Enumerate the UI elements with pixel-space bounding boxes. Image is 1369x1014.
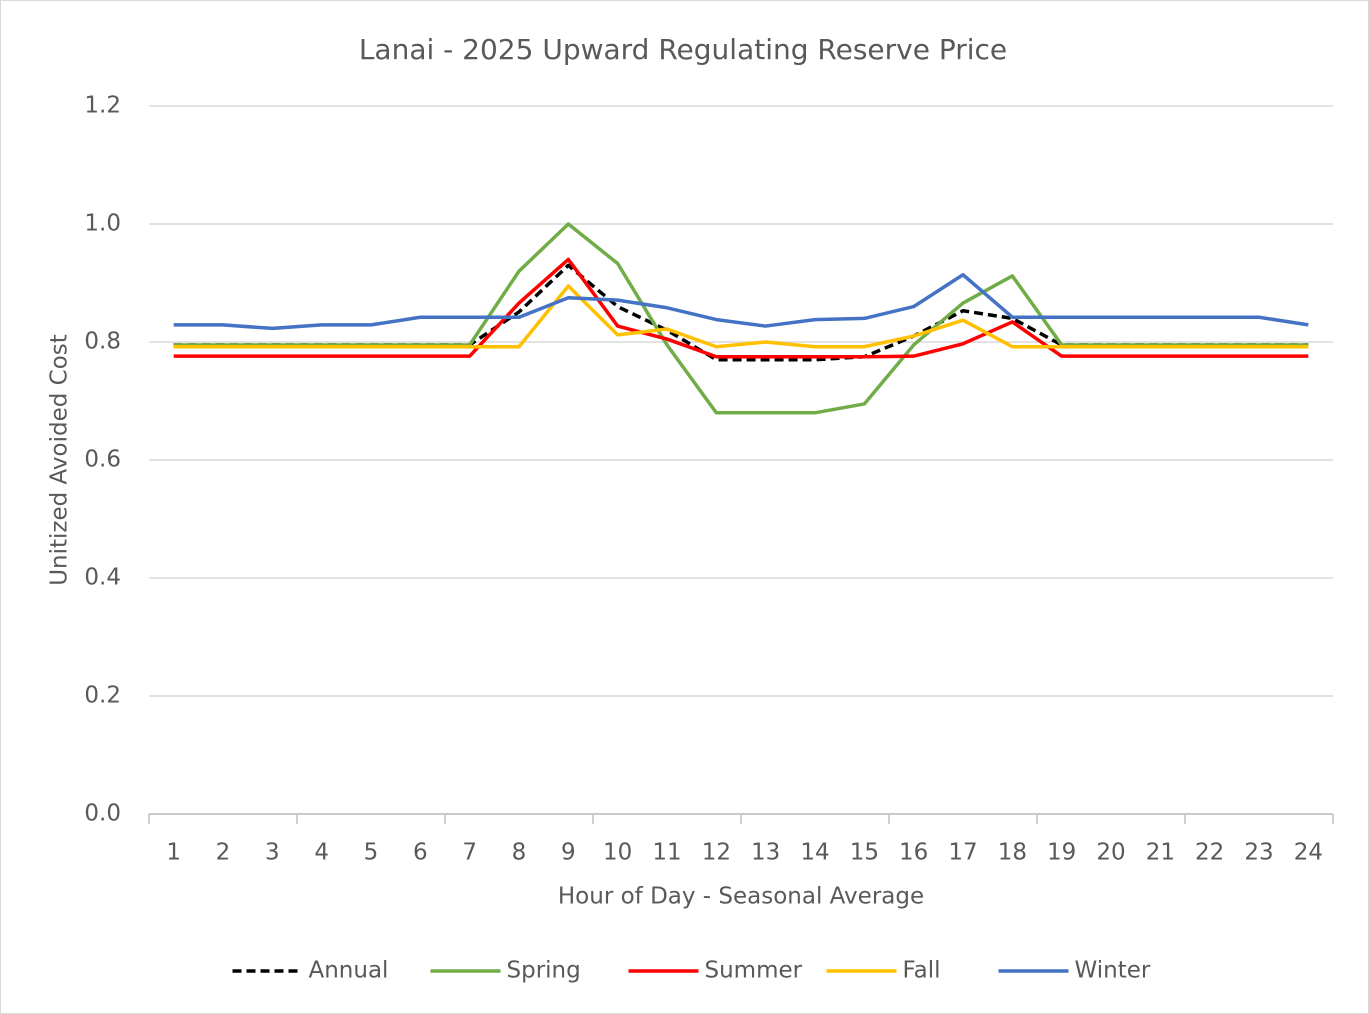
y-tick-label: 0.6 xyxy=(84,447,121,473)
y-tick-label: 0.0 xyxy=(84,801,121,827)
y-tick-label: 1.0 xyxy=(84,211,121,237)
x-tick-label: 8 xyxy=(512,840,527,866)
series-line xyxy=(173,284,1309,349)
x-tick-label: 2 xyxy=(216,840,231,866)
y-axis-label: Unitized Avoided Cost xyxy=(47,334,73,586)
x-tick-label: 16 xyxy=(899,840,928,866)
y-tick-label: 0.4 xyxy=(84,565,121,591)
y-tick-label: 0.2 xyxy=(84,683,121,709)
x-tick-label: 1 xyxy=(166,840,181,866)
x-tick-label: 9 xyxy=(561,840,576,866)
legend-label: Fall xyxy=(903,958,941,984)
x-tick-label: 3 xyxy=(265,840,280,866)
legend-label: Spring xyxy=(507,958,581,984)
x-tick-label: 15 xyxy=(850,840,879,866)
y-tick-label: 1.2 xyxy=(84,93,121,119)
x-tick-label: 13 xyxy=(751,840,780,866)
chart-title: Lanai - 2025 Upward Regulating Reserve P… xyxy=(359,33,1007,66)
x-tick-label: 24 xyxy=(1294,840,1323,866)
x-tick-label: 20 xyxy=(1096,840,1125,866)
x-tick-label: 19 xyxy=(1047,840,1076,866)
x-tick-label: 14 xyxy=(800,840,829,866)
legend-label: Annual xyxy=(309,958,389,984)
x-tick-label: 18 xyxy=(998,840,1027,866)
x-tick-label: 5 xyxy=(364,840,379,866)
series-line xyxy=(173,222,1309,415)
series-line xyxy=(173,272,1309,331)
x-tick-label: 21 xyxy=(1146,840,1175,866)
x-tick-label: 23 xyxy=(1244,840,1273,866)
x-axis-label: Hour of Day - Seasonal Average xyxy=(558,884,924,910)
x-tick-label: 12 xyxy=(702,840,731,866)
x-tick-label: 22 xyxy=(1195,840,1224,866)
x-tick-label: 10 xyxy=(603,840,632,866)
x-tick-label: 11 xyxy=(652,840,681,866)
x-tick-label: 7 xyxy=(462,840,477,866)
x-tick-label: 6 xyxy=(413,840,428,866)
y-tick-label: 0.8 xyxy=(84,329,121,355)
legend-label: Summer xyxy=(705,958,803,984)
legend-label: Winter xyxy=(1075,958,1151,984)
x-tick-label: 4 xyxy=(314,840,329,866)
x-tick-label: 17 xyxy=(948,840,977,866)
series-line xyxy=(173,257,1309,359)
